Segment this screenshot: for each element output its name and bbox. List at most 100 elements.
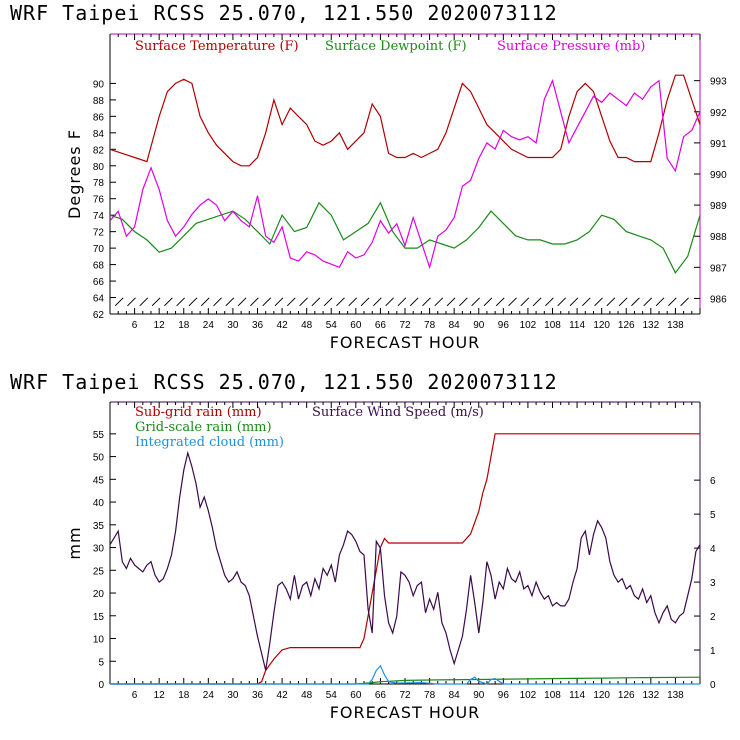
wind-barb <box>459 297 468 307</box>
x-tick-label: 48 <box>301 690 313 701</box>
wind-barb <box>680 297 689 307</box>
y2-tick-label: 1 <box>710 646 716 657</box>
series-line-1 <box>109 201 701 274</box>
x-tick-label: 138 <box>667 690 684 701</box>
y-tick-label: 66 <box>93 277 105 288</box>
y2-tick-label: 988 <box>710 232 727 243</box>
x-tick-label: 30 <box>227 690 239 701</box>
x-tick-label: 24 <box>203 690 215 701</box>
y-tick-label: 78 <box>93 178 105 189</box>
x-tick-label: 90 <box>473 320 485 331</box>
x-tick-label: 102 <box>520 320 537 331</box>
y-tick-label: 15 <box>93 612 105 623</box>
y-tick-label: 64 <box>93 294 105 305</box>
wind-barb <box>569 297 579 307</box>
y-tick-label: 80 <box>93 162 105 173</box>
wind-barb <box>581 297 591 307</box>
x-tick-label: 132 <box>642 690 659 701</box>
chart-title: WRF Taipei RCSS 25.070, 121.550 20200731… <box>10 370 558 394</box>
legend-entry: Surface Temperature (F) <box>135 39 299 54</box>
x-tick-label: 96 <box>498 320 510 331</box>
wind-barb <box>225 297 235 307</box>
x-tick-label: 126 <box>618 690 635 701</box>
x-tick-label: 66 <box>375 320 387 331</box>
y-tick-label: 25 <box>93 566 105 577</box>
wind-barb <box>409 297 419 307</box>
x-tick-label: 102 <box>520 690 537 701</box>
y-tick-label: 45 <box>93 475 105 486</box>
legend-entry: Integrated cloud (mm) <box>135 435 284 450</box>
x-tick-label: 78 <box>424 690 436 701</box>
x-axis-label: FORECAST HOUR <box>330 333 481 352</box>
y2-tick-label: 990 <box>710 170 727 181</box>
y-tick-label: 40 <box>93 498 105 509</box>
x-tick-label: 6 <box>132 320 138 331</box>
x-tick-label: 78 <box>424 320 436 331</box>
wind-barb <box>360 297 370 307</box>
wind-barb <box>495 297 505 307</box>
x-tick-label: 120 <box>593 690 610 701</box>
wind-barb <box>114 297 124 307</box>
series-line-0 <box>109 74 701 167</box>
wind-barb <box>200 297 210 307</box>
wind-barb <box>631 297 640 307</box>
wind-barb <box>508 297 517 307</box>
wind-barb <box>286 297 296 307</box>
series-line-2 <box>110 664 700 685</box>
y-tick-label: 55 <box>93 430 105 441</box>
wind-barb <box>385 297 394 307</box>
x-tick-label: 48 <box>301 320 313 331</box>
wind-barb <box>446 297 456 307</box>
x-tick-label: 72 <box>399 320 411 331</box>
y-tick-label: 90 <box>93 79 105 90</box>
y2-tick-label: 6 <box>710 476 716 487</box>
wind-barb <box>176 297 186 307</box>
wind-barb <box>348 297 358 307</box>
y-axis-label: Degrees F <box>65 129 84 219</box>
wind-barb <box>655 297 665 307</box>
x-tick-label: 132 <box>642 320 659 331</box>
y2-tick-label: 0 <box>710 680 716 691</box>
x-tick-label: 36 <box>252 690 264 701</box>
wind-barb <box>213 297 222 307</box>
y-tick-label: 76 <box>93 195 105 206</box>
y-tick-label: 86 <box>93 112 105 123</box>
wind-barb <box>323 297 333 307</box>
y-tick-label: 84 <box>93 129 105 140</box>
y-tick-label: 5 <box>98 657 104 668</box>
wind-barb <box>434 297 444 307</box>
y-tick-label: 20 <box>93 589 105 600</box>
wind-barb <box>606 297 616 307</box>
y-axis-label: mm <box>65 526 84 559</box>
series-line-2 <box>109 78 701 270</box>
wind-barb <box>643 297 653 307</box>
wind-barb <box>520 297 530 307</box>
wind-barb <box>618 297 628 307</box>
series-line-3 <box>109 450 701 671</box>
series-line-0 <box>110 433 700 685</box>
y-tick-label: 88 <box>93 96 105 107</box>
y-tick-label: 50 <box>93 453 105 464</box>
y-tick-label: 35 <box>93 521 105 532</box>
wind-barb <box>151 297 161 307</box>
x-tick-label: 60 <box>350 320 362 331</box>
wind-barb <box>164 297 173 307</box>
x-tick-label: 114 <box>569 690 585 701</box>
x-tick-label: 18 <box>178 690 190 701</box>
y-tick-label: 0 <box>98 680 104 691</box>
x-tick-label: 6 <box>132 690 138 701</box>
x-tick-label: 36 <box>252 320 264 331</box>
y2-tick-label: 4 <box>710 544 716 555</box>
y-tick-label: 30 <box>93 544 105 555</box>
y-tick-label: 10 <box>93 635 105 646</box>
wind-barb <box>299 297 308 307</box>
y2-tick-label: 2 <box>710 612 716 623</box>
wind-barb <box>667 297 677 307</box>
y2-tick-label: 5 <box>710 510 716 521</box>
x-tick-label: 84 <box>449 690 461 701</box>
wind-barb <box>557 297 567 307</box>
x-tick-label: 18 <box>178 320 190 331</box>
x-tick-label: 60 <box>350 690 362 701</box>
x-tick-label: 12 <box>154 690 166 701</box>
